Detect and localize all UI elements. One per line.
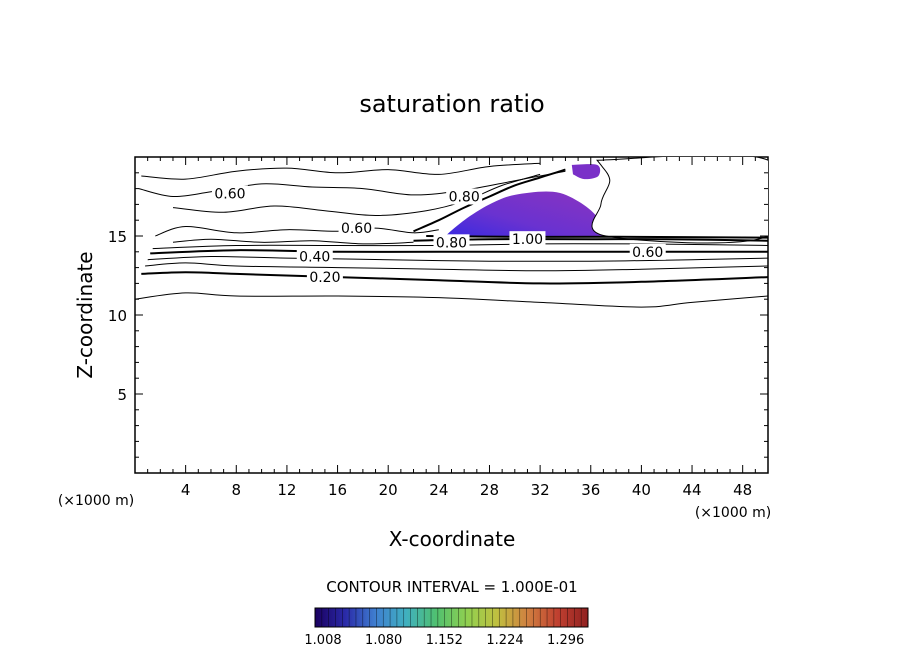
colorbar-tick-label: 1.080: [365, 633, 402, 648]
contour-label: 0.20: [309, 270, 340, 286]
contour-label: 0.60: [214, 186, 245, 202]
contour-label: 0.80: [449, 190, 480, 206]
contour-line: [145, 263, 768, 271]
x-tick-label: 44: [682, 481, 701, 499]
x-tick-label: 24: [429, 481, 448, 499]
contour-line: [139, 171, 566, 196]
x-tick-label: 28: [480, 481, 499, 499]
filled-region-layer: [445, 155, 789, 243]
contour-line: [141, 163, 540, 179]
x-tick-label: 16: [328, 481, 347, 499]
x-tick-label: 12: [277, 481, 296, 499]
y-axis-label: Z-coordinate: [73, 251, 97, 378]
x-tick-label: 8: [232, 481, 242, 499]
contour-line: [135, 293, 768, 307]
x-tick-label: 40: [632, 481, 651, 499]
y-tick-label: 5: [117, 386, 127, 404]
y-tick-label: 15: [108, 228, 127, 246]
contour-line: [141, 272, 768, 283]
colorbar-tick-label: 1.296: [547, 633, 584, 648]
colorbar-tick-label: 1.224: [486, 633, 523, 648]
x-tick-label: 48: [733, 481, 752, 499]
x-tick-label: 20: [379, 481, 398, 499]
colorbar-tick-label: 1.008: [304, 633, 341, 648]
x-axis-unit: (×1000 m): [695, 505, 771, 521]
y-tick-label: 10: [108, 307, 127, 325]
contour-label: 1.00: [512, 232, 543, 248]
contour-label: 0.40: [299, 250, 330, 266]
x-axis-label: X-coordinate: [389, 527, 516, 551]
x-tick-label: 32: [531, 481, 550, 499]
contour-line: [173, 239, 414, 244]
contour-interval-label: CONTOUR INTERVAL = 1.000E-01: [326, 578, 577, 596]
supersaturated-patch: [572, 164, 600, 179]
x-tick-label: 4: [181, 481, 191, 499]
colorbar-tick-label: 1.152: [426, 633, 463, 648]
no-data-region: [592, 155, 789, 243]
y-axis-unit: (×1000 m): [58, 493, 134, 509]
contour-line: [155, 226, 439, 236]
contour-label: 0.60: [632, 245, 663, 261]
contour-line: [148, 256, 768, 261]
chart-title: saturation ratio: [359, 90, 544, 118]
contour-label: 0.60: [341, 221, 372, 237]
x-tick-label: 36: [581, 481, 600, 499]
contour-label: 0.80: [436, 235, 467, 251]
